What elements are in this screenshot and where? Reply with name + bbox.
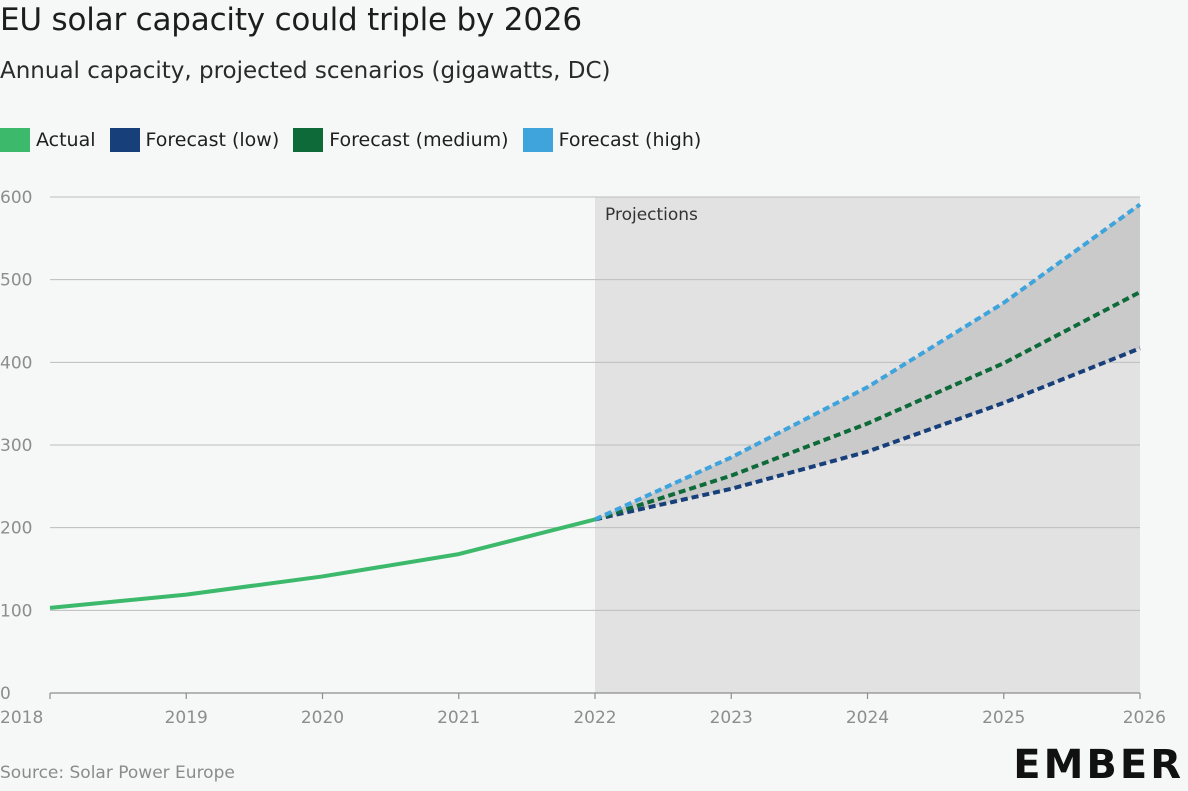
legend-item-forecast-high: Forecast (high) <box>522 128 702 152</box>
y-tick-label: 200 <box>0 519 32 539</box>
x-tick-label: 2026 <box>1123 708 1166 728</box>
x-tick-label: 2023 <box>710 708 753 728</box>
x-tick-label: 2022 <box>573 708 616 728</box>
legend-item-actual: Actual <box>0 128 96 152</box>
legend-label-forecast-high: Forecast (high) <box>558 129 702 151</box>
legend-item-forecast-low: Forecast (low) <box>109 128 280 152</box>
ember-logo: EMBER <box>1013 742 1184 788</box>
y-tick-label: 100 <box>0 601 32 621</box>
legend-swatch-forecast-high <box>522 128 553 152</box>
series-line-actual <box>49 517 596 610</box>
legend-item-forecast-medium: Forecast (medium) <box>293 128 509 152</box>
y-tick-label: 500 <box>0 271 32 291</box>
legend-label-forecast-low: Forecast (low) <box>145 129 280 151</box>
y-tick-label: 300 <box>0 436 32 456</box>
legend-swatch-forecast-medium <box>293 128 324 152</box>
y-tick-label: 400 <box>0 353 32 373</box>
legend-swatch-forecast-low <box>109 128 140 152</box>
x-tick-label: 2024 <box>846 708 889 728</box>
x-tick-label: 2019 <box>165 708 208 728</box>
projections-label: Projections <box>605 205 698 225</box>
chart-subtitle: Annual capacity, projected scenarios (gi… <box>0 58 611 84</box>
x-tick-label: 2021 <box>437 708 480 728</box>
x-tick-label: 2020 <box>301 708 344 728</box>
x-tick-label: 2025 <box>982 708 1025 728</box>
legend-swatch-actual <box>0 128 30 152</box>
chart-title: EU solar capacity could triple by 2026 <box>0 2 582 38</box>
forecast-range-band <box>595 204 1140 520</box>
legend-label-actual: Actual <box>36 129 96 151</box>
y-tick-label: 0 <box>0 684 11 704</box>
legend-label-forecast-medium: Forecast (medium) <box>329 129 509 151</box>
x-tick-label: 2018 <box>0 708 43 728</box>
y-tick-label: 600 <box>0 188 32 208</box>
legend: Actual Forecast (low) Forecast (medium) … <box>0 128 715 152</box>
source-note: Source: Solar Power Europe <box>0 763 235 783</box>
